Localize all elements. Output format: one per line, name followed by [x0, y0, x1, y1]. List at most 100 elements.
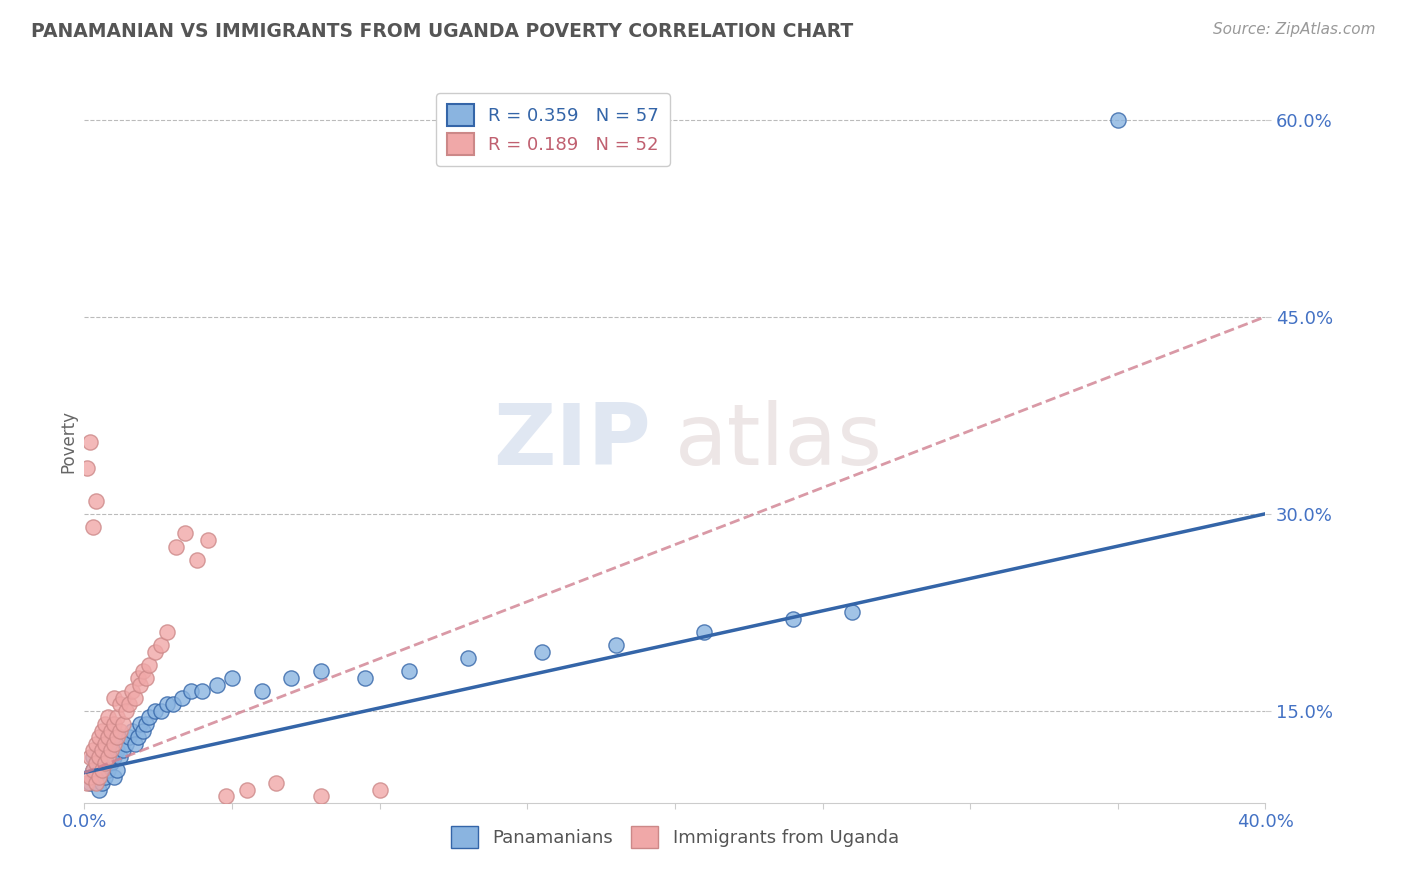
- Point: [82, 743, 104, 757]
- Point: [605, 638, 627, 652]
- Point: [94, 756, 117, 771]
- Point: [79, 776, 101, 790]
- Point: [156, 698, 179, 712]
- Text: ZIP: ZIP: [494, 400, 651, 483]
- Legend: Panamanians, Immigrants from Uganda: Panamanians, Immigrants from Uganda: [444, 819, 905, 855]
- Point: [170, 690, 193, 705]
- Point: [91, 763, 114, 777]
- Point: [531, 645, 554, 659]
- Point: [87, 770, 111, 784]
- Point: [103, 690, 125, 705]
- Point: [186, 553, 208, 567]
- Point: [129, 677, 152, 691]
- Point: [84, 493, 107, 508]
- Point: [87, 770, 111, 784]
- Point: [87, 749, 111, 764]
- Point: [118, 730, 141, 744]
- Point: [100, 743, 122, 757]
- Point: [82, 763, 104, 777]
- Point: [207, 677, 229, 691]
- Point: [79, 770, 101, 784]
- Point: [121, 684, 143, 698]
- Point: [124, 737, 146, 751]
- Point: [94, 737, 117, 751]
- Point: [280, 671, 302, 685]
- Point: [97, 749, 120, 764]
- Point: [105, 743, 128, 757]
- Point: [97, 730, 120, 744]
- Text: PANAMANIAN VS IMMIGRANTS FROM UGANDA POVERTY CORRELATION CHART: PANAMANIAN VS IMMIGRANTS FROM UGANDA POV…: [31, 22, 853, 41]
- Point: [82, 749, 104, 764]
- Point: [197, 533, 219, 547]
- Point: [165, 540, 187, 554]
- Point: [124, 690, 146, 705]
- Point: [180, 684, 202, 698]
- Point: [782, 612, 804, 626]
- Point: [105, 730, 128, 744]
- Point: [156, 625, 179, 640]
- Point: [91, 743, 114, 757]
- Point: [132, 723, 155, 738]
- Text: Source: ZipAtlas.com: Source: ZipAtlas.com: [1212, 22, 1375, 37]
- Point: [215, 789, 238, 804]
- Point: [143, 645, 166, 659]
- Point: [143, 704, 166, 718]
- Point: [127, 671, 149, 685]
- Point: [114, 737, 136, 751]
- Point: [79, 434, 101, 449]
- Point: [309, 665, 332, 679]
- Point: [354, 671, 377, 685]
- Point: [84, 737, 107, 751]
- Text: atlas: atlas: [675, 400, 883, 483]
- Point: [97, 730, 120, 744]
- Point: [129, 717, 152, 731]
- Point: [105, 710, 128, 724]
- Point: [100, 743, 122, 757]
- Point: [132, 665, 155, 679]
- Point: [150, 704, 173, 718]
- Point: [94, 717, 117, 731]
- Point: [111, 690, 134, 705]
- Point: [108, 698, 131, 712]
- Point: [111, 743, 134, 757]
- Point: [103, 737, 125, 751]
- Point: [94, 756, 117, 771]
- Point: [103, 770, 125, 784]
- Point: [150, 638, 173, 652]
- Point: [693, 625, 716, 640]
- Point: [236, 782, 259, 797]
- Point: [135, 717, 157, 731]
- Point: [103, 730, 125, 744]
- Point: [191, 684, 214, 698]
- Point: [100, 723, 122, 738]
- Point: [87, 782, 111, 797]
- Point: [97, 763, 120, 777]
- Point: [79, 749, 101, 764]
- Point: [398, 665, 420, 679]
- Point: [100, 756, 122, 771]
- Point: [266, 776, 288, 790]
- Point: [84, 776, 107, 790]
- Point: [82, 763, 104, 777]
- Point: [162, 698, 184, 712]
- Y-axis label: Poverty: Poverty: [59, 410, 77, 473]
- Point: [118, 698, 141, 712]
- Point: [108, 749, 131, 764]
- Point: [103, 749, 125, 764]
- Point: [114, 704, 136, 718]
- Point: [368, 782, 391, 797]
- Point: [76, 460, 98, 475]
- Point: [82, 520, 104, 534]
- Point: [457, 651, 479, 665]
- Point: [91, 743, 114, 757]
- Point: [250, 684, 273, 698]
- Point: [97, 710, 120, 724]
- Point: [87, 730, 111, 744]
- Point: [138, 710, 160, 724]
- Point: [94, 770, 117, 784]
- Point: [105, 763, 128, 777]
- Point: [309, 789, 332, 804]
- Point: [1107, 112, 1129, 127]
- Point: [94, 737, 117, 751]
- Point: [127, 730, 149, 744]
